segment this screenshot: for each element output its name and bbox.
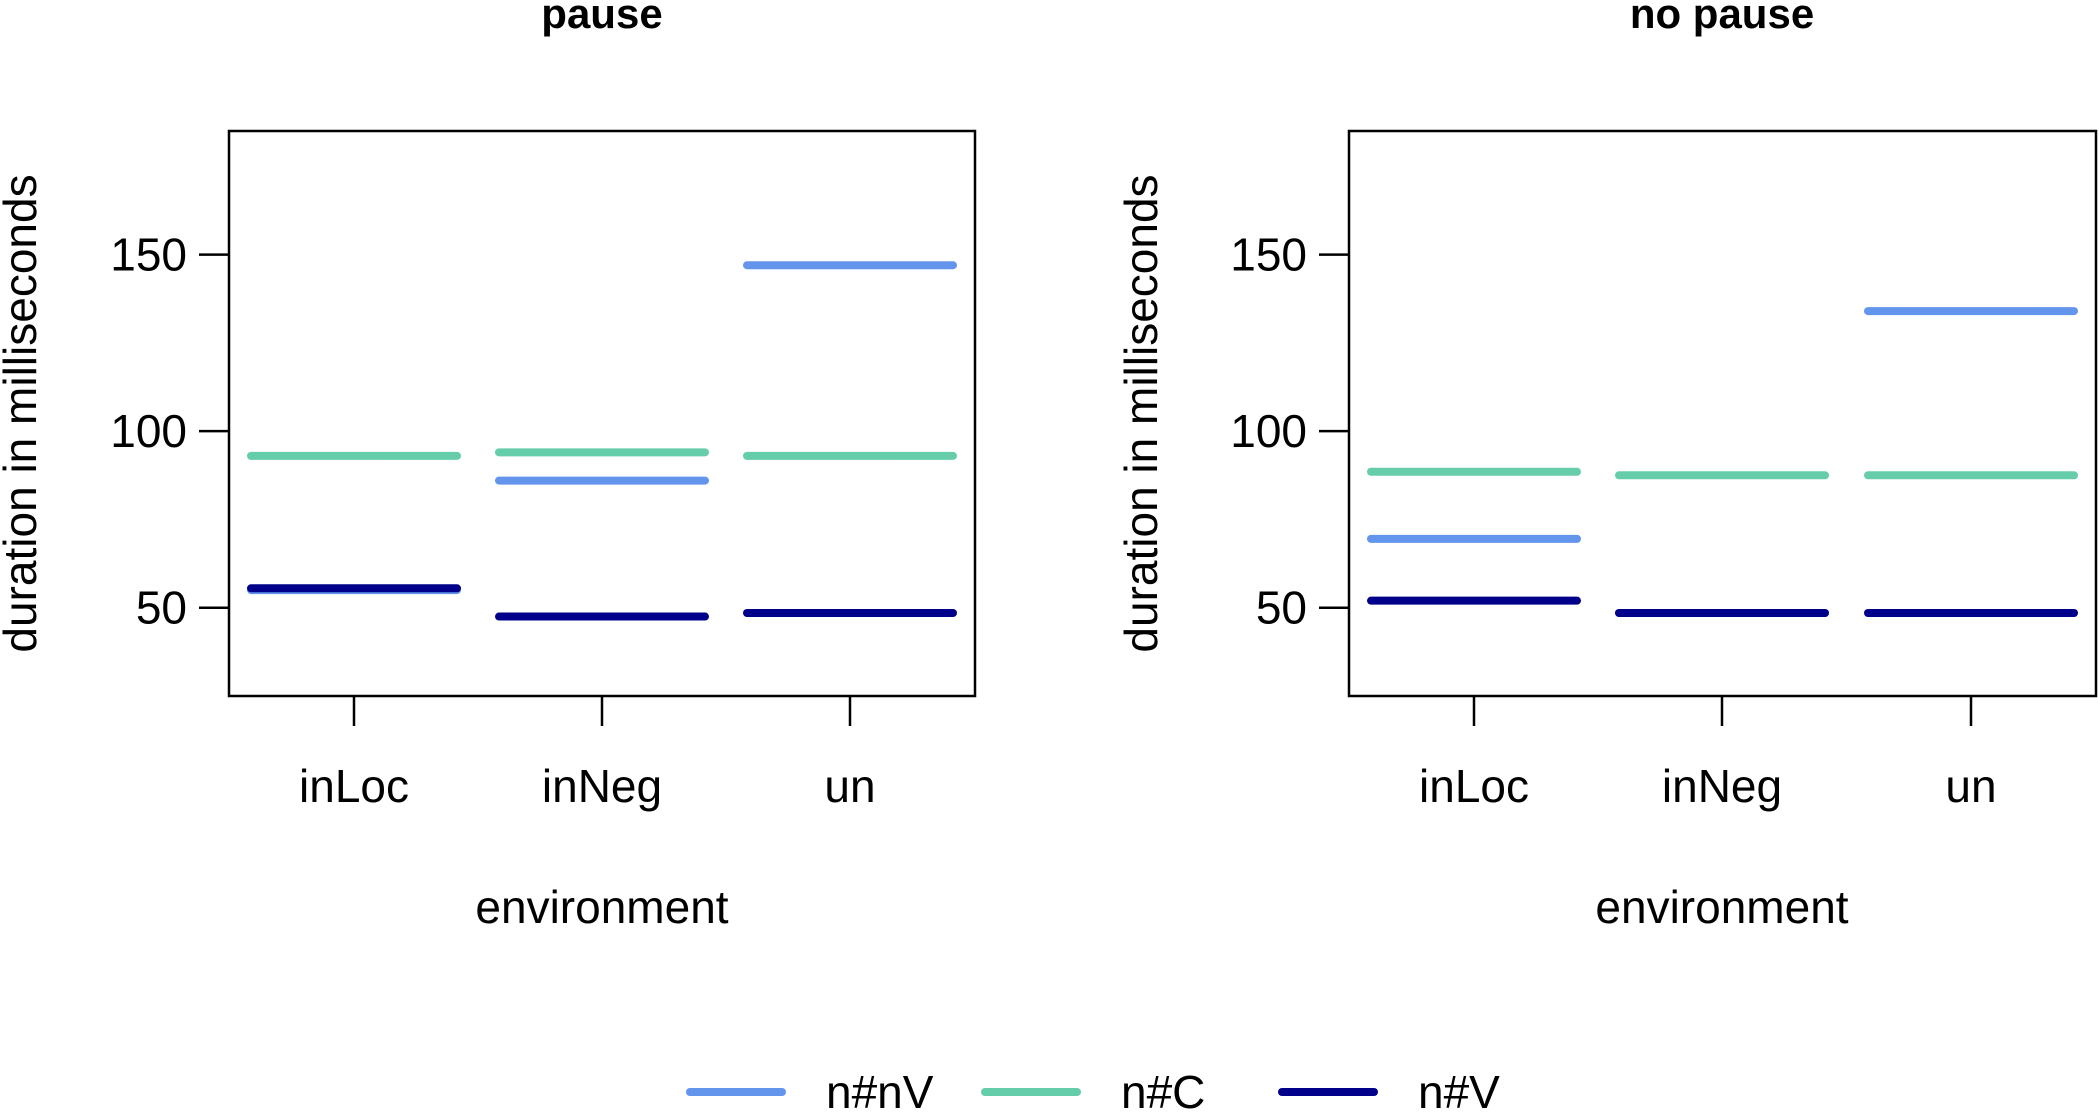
legend-label: n#nV — [826, 1066, 934, 1112]
x-tick-label: inNeg — [1662, 760, 1782, 812]
y-tick-label: 150 — [110, 229, 187, 281]
x-axis-label: environment — [1595, 881, 1848, 933]
y-tick-label: 100 — [110, 405, 187, 457]
legend: n#nV n#C n#V — [686, 1066, 1500, 1112]
panel-no-pause: no pause 50 100 150 inLoc inNeg un environment d… — [1115, 0, 2098, 933]
legend-label: n#V — [1418, 1066, 1500, 1112]
legend-label: n#C — [1121, 1066, 1205, 1112]
panel-pause: pause 50 100 150 inLoc inNeg un environment dura… — [0, 0, 977, 933]
x-tick-label: inNeg — [542, 760, 662, 812]
y-tick-label: 50 — [1256, 582, 1307, 634]
x-tick-label: un — [1945, 760, 1996, 812]
y-axis-label: duration in milliseconds — [1115, 174, 1167, 652]
x-axis-label: environment — [475, 881, 728, 933]
x-tick-label: un — [824, 760, 875, 812]
y-tick-label: 150 — [1230, 229, 1307, 281]
y-tick-label: 100 — [1230, 405, 1307, 457]
x-tick-label: inLoc — [1419, 760, 1529, 812]
x-tick-label: inLoc — [299, 760, 409, 812]
y-axis-label: duration in milliseconds — [0, 174, 46, 652]
y-tick-label: 50 — [136, 582, 187, 634]
panel-title: pause — [541, 0, 662, 37]
panel-title: no pause — [1630, 0, 1814, 37]
